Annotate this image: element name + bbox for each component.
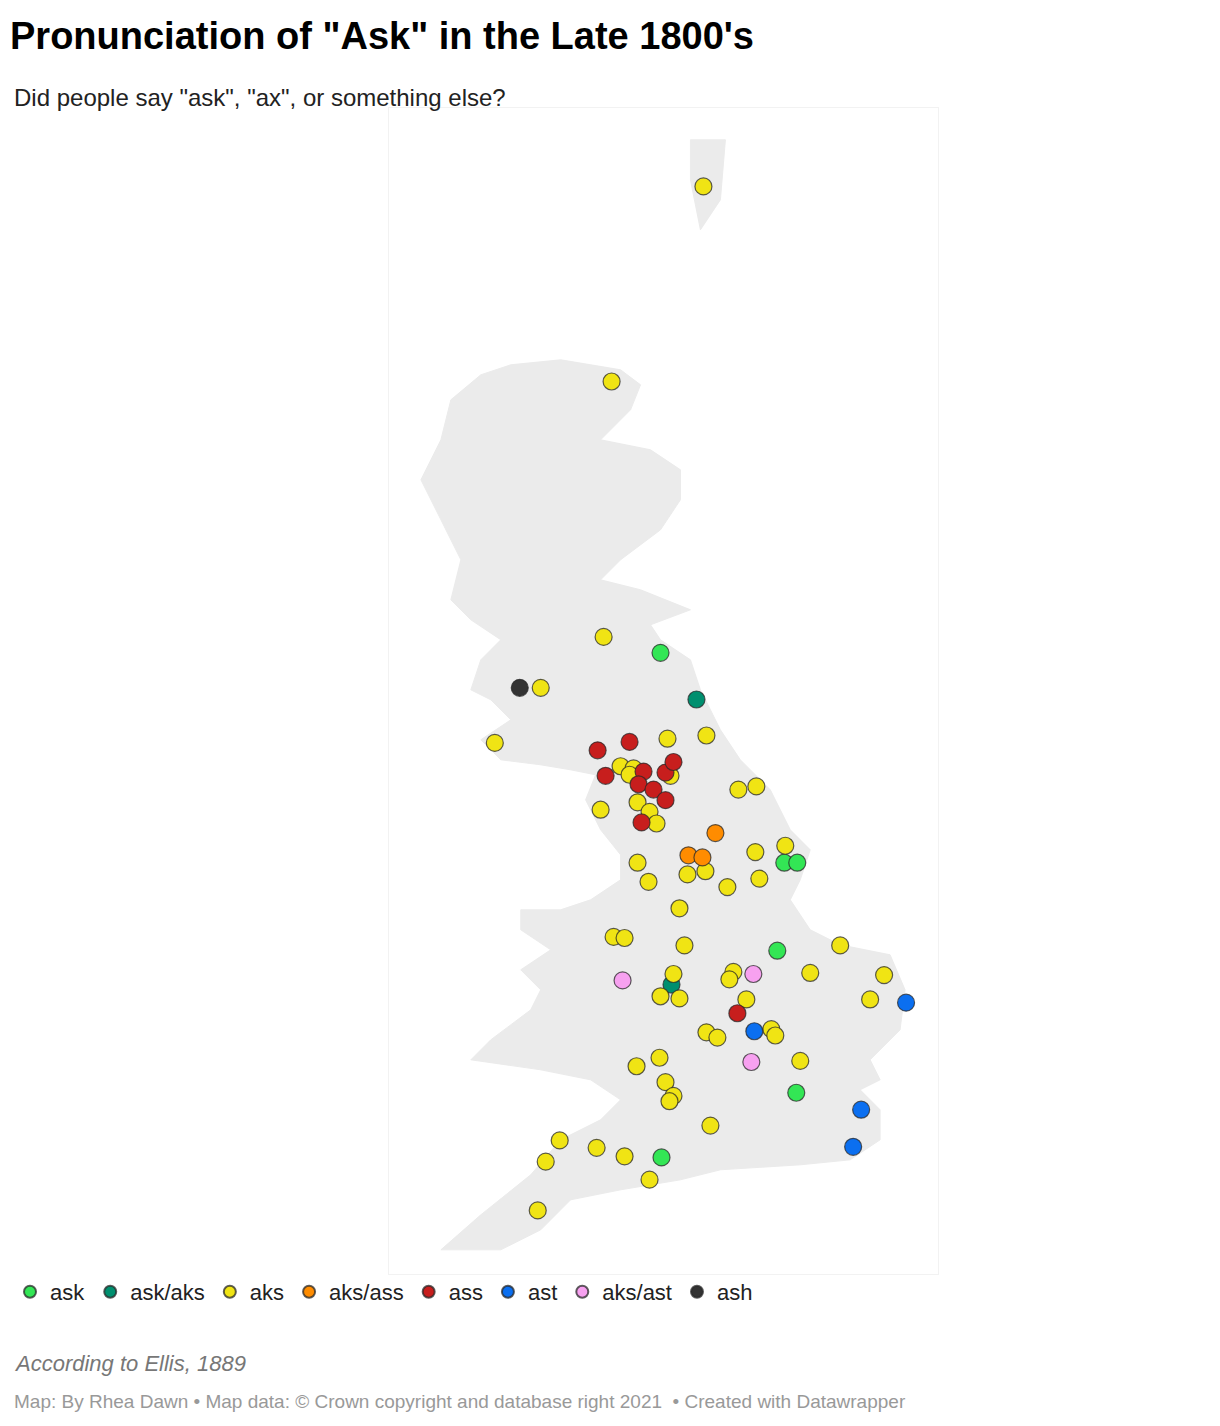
- svg-text:aks: aks: [250, 1280, 284, 1305]
- svg-text:Map: By Rhea Dawn • Map data:: Map: By Rhea Dawn • Map data: © Crown co…: [14, 1391, 906, 1412]
- svg-text:ask/aks: ask/aks: [130, 1280, 205, 1305]
- svg-text:ass: ass: [449, 1280, 483, 1305]
- svg-text:ash: ash: [717, 1280, 752, 1305]
- svg-text:According to Ellis, 1889: According to Ellis, 1889: [14, 1351, 246, 1376]
- svg-text:Pronunciation of "Ask" in the: Pronunciation of "Ask" in the Late 1800'…: [10, 15, 754, 57]
- svg-text:aks/ast: aks/ast: [602, 1280, 672, 1305]
- svg-text:ast: ast: [528, 1280, 557, 1305]
- svg-text:Did people say "ask", "ax", or: Did people say "ask", "ax", or something…: [14, 84, 506, 111]
- svg-text:aks/ass: aks/ass: [329, 1280, 404, 1305]
- svg-text:ask: ask: [50, 1280, 85, 1305]
